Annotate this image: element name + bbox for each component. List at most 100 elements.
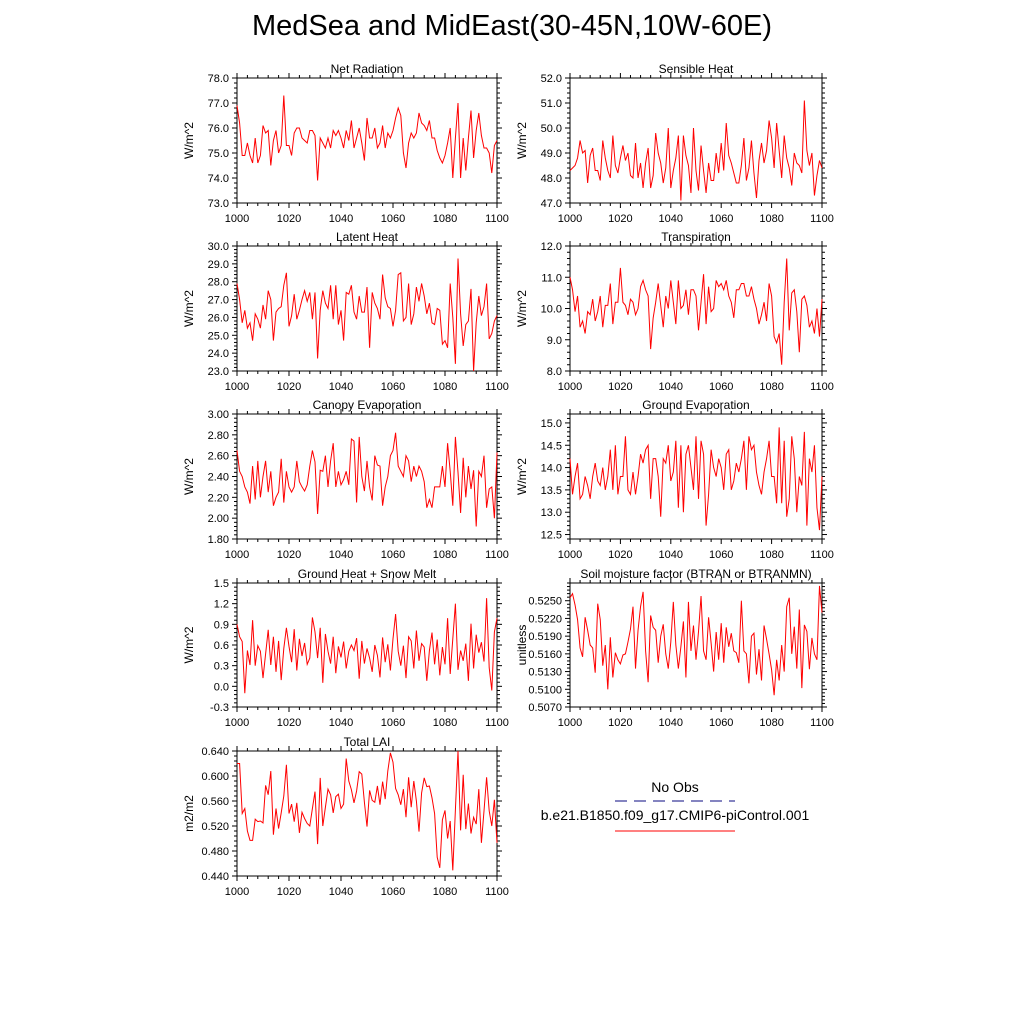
x-tick-label: 1100: [810, 213, 834, 225]
y-tick-label: 1.80: [208, 534, 229, 546]
x-tick-label: 1040: [329, 717, 353, 729]
x-tick-label: 1080: [433, 886, 457, 898]
y-tick-label: 0.600: [201, 771, 229, 783]
y-tick-label: 78.0: [208, 73, 229, 85]
y-tick-label: 1.2: [214, 599, 229, 611]
y-tick-label: 15.0: [541, 418, 562, 430]
x-tick-label: 1060: [709, 381, 733, 393]
x-tick-label: 1040: [329, 381, 353, 393]
x-tick-label: 1060: [709, 549, 733, 561]
x-tick-label: 1020: [277, 549, 301, 561]
chart-panel: Ground Evaporation W/m^2 1000 1020 1040 1060 1…: [515, 398, 834, 561]
x-tick-label: 1020: [608, 549, 632, 561]
y-tick-label: 0.5250: [528, 596, 562, 608]
y-tick-label: 10.0: [541, 304, 562, 316]
chart-panel: Net Radiation W/m^2 1000 1020 1040 1060 1080 11…: [182, 62, 509, 225]
x-tick-label: 1020: [608, 381, 632, 393]
y-tick-label: 24.0: [208, 348, 229, 360]
x-tick-label: 1000: [225, 717, 249, 729]
x-tick-label: 1020: [277, 213, 301, 225]
chart-title: Soil moisture factor (BTRAN or BTRANMN): [580, 567, 811, 581]
x-tick-label: 1060: [381, 213, 405, 225]
x-tick-label: 1000: [225, 381, 249, 393]
x-tick-label: 1100: [485, 886, 509, 898]
x-tick-label: 1040: [659, 549, 683, 561]
y-tick-label: 75.0: [208, 148, 229, 160]
chart-panel: Canopy Evaporation W/m^2 1000 1020 1040 1060 1…: [182, 398, 509, 561]
x-tick-label: 1080: [433, 213, 457, 225]
chart-panel: Ground Heat + Snow Melt W/m^2 1000 1020 1040…: [182, 567, 509, 729]
y-tick-label: 0.5100: [528, 684, 562, 696]
y-tick-label: 0.0: [214, 681, 229, 693]
x-tick-label: 1060: [381, 717, 405, 729]
x-tick-label: 1020: [608, 213, 632, 225]
x-tick-label: 1080: [433, 381, 457, 393]
x-tick-label: 1080: [433, 717, 457, 729]
chart-panel: Sensible Heat W/m^2 1000 1020 1040 1060 1080 11…: [515, 62, 834, 225]
x-tick-label: 1040: [329, 213, 353, 225]
y-tick-label: 26.0: [208, 312, 229, 324]
x-tick-label: 1080: [759, 549, 783, 561]
chart-title: Ground Evaporation: [642, 398, 749, 412]
y-axis-label: W/m^2: [182, 626, 196, 663]
x-tick-label: 1100: [485, 717, 509, 729]
data-series-line: [236, 598, 498, 694]
page-title: MedSea and MidEast(30-45N,10W-60E): [251, 10, 773, 42]
x-tick-label: 1100: [485, 381, 509, 393]
x-tick-label: 1100: [485, 549, 509, 561]
data-series-line: [237, 750, 498, 871]
chart-panels: Net Radiation W/m^2 1000 1020 1040 1060 1080 11…: [182, 62, 834, 898]
x-tick-label: 1000: [558, 213, 582, 225]
y-tick-label: 11.0: [541, 272, 562, 284]
x-tick-label: 1000: [558, 717, 582, 729]
y-tick-label: 0.3: [214, 661, 229, 673]
y-tick-label: 14.0: [541, 463, 562, 475]
y-tick-label: 27.0: [208, 295, 229, 307]
plot-frame: [236, 245, 498, 372]
y-axis-label: W/m^2: [515, 458, 529, 495]
x-tick-label: 1100: [810, 549, 834, 561]
x-tick-label: 1020: [277, 886, 301, 898]
legend-obs-label: No Obs: [651, 779, 698, 795]
y-tick-label: 2.60: [208, 451, 229, 463]
x-tick-label: 1060: [381, 549, 405, 561]
y-axis-label: W/m^2: [182, 458, 196, 495]
chart-title: Total LAI: [344, 735, 391, 749]
data-series-line: [569, 100, 823, 201]
y-tick-label: 12.0: [541, 241, 562, 253]
x-tick-label: 1020: [277, 381, 301, 393]
chart-title: Latent Heat: [336, 230, 399, 244]
y-tick-label: 13.0: [541, 507, 562, 519]
chart-panel: Transpiration W/m^2 1000 1020 1040 1060 1080 11…: [515, 230, 834, 393]
y-tick-label: 0.560: [201, 796, 229, 808]
y-tick-label: 0.440: [201, 871, 229, 883]
y-tick-label: 23.0: [208, 366, 229, 378]
x-tick-label: 1040: [659, 381, 683, 393]
x-tick-label: 1080: [759, 717, 783, 729]
y-tick-label: 28.0: [208, 277, 229, 289]
y-tick-label: 51.0: [541, 98, 562, 110]
data-series-line: [236, 258, 498, 372]
x-tick-label: 1020: [608, 717, 632, 729]
plot-frame: [569, 77, 823, 204]
data-series-line: [569, 258, 823, 365]
x-tick-label: 1040: [329, 549, 353, 561]
x-tick-label: 1000: [225, 886, 249, 898]
y-tick-label: 0.5130: [528, 667, 562, 679]
y-tick-label: 77.0: [208, 98, 229, 110]
chart-panel: Latent Heat W/m^2 1000 1020 1040 1060 1080 1100…: [182, 230, 509, 393]
y-tick-label: 8.0: [547, 366, 562, 378]
x-tick-label: 1040: [329, 886, 353, 898]
data-series-line: [236, 432, 498, 527]
y-tick-label: 2.80: [208, 430, 229, 442]
x-tick-label: 1040: [659, 213, 683, 225]
y-tick-label: 0.5190: [528, 631, 562, 643]
chart-title: Transpiration: [661, 230, 731, 244]
y-tick-label: 1.5: [214, 578, 229, 590]
y-tick-label: 30.0: [208, 241, 229, 253]
x-tick-label: 1080: [759, 213, 783, 225]
chart-panel: Soil moisture factor (BTRAN or BTRANMN) u…: [515, 567, 834, 729]
y-tick-label: 2.20: [208, 492, 229, 504]
legend: No Obs b.e21.B1850.f09_g17.CMIP6-piContr…: [541, 779, 809, 832]
